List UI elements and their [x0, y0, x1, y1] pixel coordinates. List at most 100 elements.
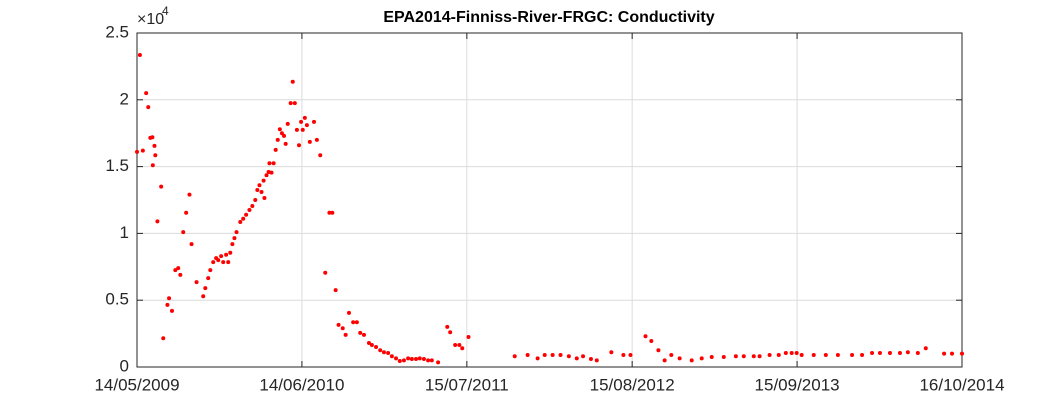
- data-point: [776, 352, 781, 357]
- data-point: [150, 135, 155, 140]
- data-point: [354, 320, 359, 325]
- data-point: [581, 354, 586, 359]
- data-point: [757, 354, 762, 359]
- data-point: [733, 354, 738, 359]
- data-point: [574, 356, 579, 361]
- data-point: [386, 350, 391, 355]
- y-tick-label: 0: [120, 356, 129, 375]
- x-tick-label: 14/06/2010: [259, 375, 344, 394]
- data-point: [206, 276, 211, 281]
- data-point: [153, 153, 158, 158]
- x-tick-label: 15/08/2012: [590, 375, 675, 394]
- data-point: [282, 133, 287, 138]
- data-point: [381, 350, 386, 355]
- data-point: [323, 270, 328, 275]
- data-point: [751, 354, 756, 359]
- y-tick-label: 1.5: [105, 156, 129, 175]
- data-point: [850, 352, 855, 357]
- data-point: [219, 254, 224, 259]
- data-point: [302, 115, 307, 120]
- chart-title: EPA2014-Finniss-River-FRGC: Conductivity: [383, 9, 714, 26]
- data-point: [677, 356, 682, 361]
- data-point: [244, 212, 249, 217]
- data-point: [288, 101, 293, 106]
- data-point: [877, 350, 882, 355]
- data-point: [194, 280, 199, 285]
- data-point: [241, 216, 246, 221]
- data-point: [304, 123, 309, 128]
- data-point: [799, 352, 804, 357]
- data-point: [318, 153, 323, 158]
- data-point: [767, 352, 772, 357]
- data-point: [234, 230, 239, 235]
- data-point: [187, 192, 192, 197]
- data-point: [253, 198, 258, 202]
- data-point: [414, 356, 419, 361]
- data-point: [261, 178, 266, 183]
- data-point: [228, 250, 233, 255]
- data-point: [594, 358, 599, 363]
- plot-area: [137, 33, 962, 367]
- data-point: [689, 358, 694, 363]
- data-point: [378, 348, 383, 353]
- data-point: [535, 356, 540, 361]
- data-point: [327, 210, 332, 215]
- data-point: [436, 360, 441, 365]
- data-point: [649, 338, 654, 343]
- data-point: [292, 101, 297, 106]
- x-tick-label: 16/10/2014: [919, 375, 1004, 394]
- data-point: [887, 350, 892, 355]
- data-point: [417, 356, 422, 361]
- data-point: [366, 340, 371, 345]
- data-point: [216, 258, 221, 263]
- y-scale-base: ×10: [137, 11, 164, 28]
- data-point: [221, 260, 226, 265]
- data-point: [232, 236, 237, 241]
- data-point: [181, 230, 186, 235]
- data-point: [915, 350, 920, 355]
- data-point: [314, 137, 319, 142]
- data-point: [269, 170, 274, 175]
- data-point: [169, 308, 174, 313]
- data-point: [409, 356, 414, 361]
- data-point: [445, 324, 450, 329]
- data-point: [811, 352, 816, 357]
- data-point: [135, 149, 139, 154]
- data-point: [860, 352, 865, 357]
- data-point: [905, 350, 910, 355]
- data-point: [621, 352, 626, 357]
- data-point: [333, 288, 338, 293]
- data-point: [721, 354, 726, 359]
- data-point: [300, 127, 305, 132]
- y-scale-exponent: 4: [162, 4, 169, 18]
- data-point: [343, 332, 348, 337]
- data-point: [137, 53, 142, 58]
- data-point: [448, 330, 453, 335]
- data-point: [150, 163, 155, 168]
- data-point: [460, 346, 465, 351]
- data-point: [144, 91, 149, 96]
- data-point: [457, 342, 462, 347]
- data-point: [211, 260, 216, 265]
- data-point: [558, 352, 563, 357]
- data-point: [201, 294, 206, 299]
- data-point: [669, 352, 674, 357]
- data-point: [699, 356, 704, 361]
- data-point: [397, 358, 402, 363]
- data-point: [389, 354, 394, 359]
- data-point: [897, 350, 902, 355]
- data-point: [870, 350, 875, 355]
- data-point: [155, 219, 160, 224]
- x-tick-label: 14/05/2009: [94, 375, 179, 394]
- data-point: [159, 184, 164, 189]
- x-tick-label: 15/09/2013: [755, 375, 840, 394]
- data-point: [283, 141, 288, 146]
- data-point: [226, 260, 231, 265]
- y-tick-label: 1: [120, 223, 129, 242]
- data-point: [923, 346, 928, 351]
- data-point: [277, 127, 282, 132]
- data-point: [426, 358, 431, 363]
- y-tick-label: 2: [120, 89, 129, 108]
- data-point: [262, 195, 267, 200]
- data-point: [643, 334, 648, 339]
